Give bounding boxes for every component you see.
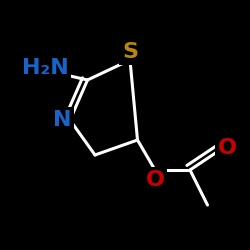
Text: O: O xyxy=(146,170,165,190)
Text: H₂N: H₂N xyxy=(22,58,68,78)
Text: N: N xyxy=(53,110,72,130)
Text: O: O xyxy=(218,138,237,158)
Text: S: S xyxy=(122,42,138,62)
